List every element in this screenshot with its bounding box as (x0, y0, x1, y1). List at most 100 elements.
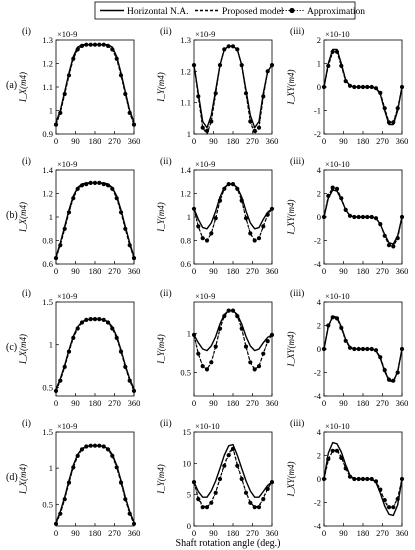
approximation-point (209, 500, 214, 505)
series-line-proposed-model (55, 318, 135, 392)
y-tick-label: 0 (317, 82, 321, 92)
approximation-point (75, 453, 80, 458)
y-tick-label: 5 (187, 490, 191, 500)
x-tick-label: 180 (227, 528, 240, 538)
approximation-point (222, 47, 227, 52)
y-tick-label: 15 (183, 427, 192, 437)
row-label: (c) (6, 342, 17, 353)
approximation-point (66, 480, 72, 485)
y-tick-label: 0 (187, 521, 191, 531)
approximation-point (200, 125, 205, 130)
approximation-point (382, 498, 387, 503)
approximation-point (123, 364, 128, 369)
approximation-point (369, 476, 374, 482)
x-tick-label: 90 (209, 136, 218, 146)
approximation-point (365, 476, 370, 482)
approximation-point (226, 308, 231, 313)
x-tick-label: 180 (89, 266, 102, 276)
axes-box (55, 301, 135, 397)
y-axis-label: I_XY(m4) (286, 70, 296, 106)
y-tick-label: 1.1 (180, 98, 191, 108)
approximation-point (373, 216, 379, 221)
approximation-point (209, 119, 214, 124)
y-tick-label: -2 (314, 236, 321, 246)
approximation-point (256, 236, 262, 241)
y-tick-label: 10 (183, 458, 192, 468)
approximation-point (256, 364, 262, 369)
approximation-point (373, 348, 379, 353)
panel-label: (ii) (160, 156, 172, 167)
panel-label: (ii) (160, 418, 172, 429)
approximation-point (365, 84, 370, 90)
approximation-point (105, 447, 111, 452)
approximation-point (66, 73, 72, 78)
approximation-point (191, 332, 197, 337)
x-tick-label: 90 (339, 266, 348, 276)
axis-multiplier: ×10-10 (325, 159, 350, 169)
approximation-point (386, 243, 392, 248)
approximation-point (53, 256, 59, 261)
y-tick-label: 1.4 (180, 165, 191, 175)
y-axis-label: I_XY(m4) (286, 200, 296, 236)
approximation-point (339, 455, 344, 460)
approximation-point (53, 122, 59, 127)
axis-multiplier: ×10-9 (195, 29, 215, 39)
y-tick-label: 0 (317, 212, 321, 222)
approximation-point (395, 106, 400, 111)
approximation-point (248, 119, 253, 124)
axis-multiplier: ×10-9 (195, 291, 215, 301)
approximation-point (213, 216, 218, 221)
x-tick-label: 0 (192, 136, 196, 146)
series-line-approximation (193, 448, 273, 508)
approximation-point (105, 43, 111, 49)
x-tick-label: 270 (246, 266, 259, 276)
approximation-point (269, 480, 275, 485)
x-tick-label: 180 (357, 136, 370, 146)
approximation-point (269, 63, 275, 68)
approximation-point (88, 180, 93, 185)
approximation-point (326, 456, 331, 462)
y-axis-label: I_XY(m4) (286, 462, 296, 498)
series-line-proposed-model (193, 447, 273, 508)
approximation-point (200, 364, 205, 369)
approximation-point (196, 497, 201, 502)
approximation-point (58, 110, 63, 115)
approximation-point (356, 346, 361, 352)
y-tick-label: 1.4 (42, 165, 53, 175)
approximation-point (110, 453, 115, 458)
approximation-point (347, 474, 353, 479)
series-line-proposed-model (55, 44, 135, 125)
x-tick-label: 360 (396, 266, 409, 276)
approximation-point (343, 466, 348, 471)
y-tick-label: 0 (317, 344, 321, 354)
approximation-point (71, 335, 76, 340)
approximation-point (365, 214, 370, 220)
approximation-point (114, 196, 119, 201)
approximation-point (378, 355, 383, 360)
approximation-point (230, 308, 236, 313)
approximation-point (204, 367, 210, 372)
x-tick-label: 90 (339, 136, 348, 146)
approximation-point (131, 521, 137, 526)
y-tick-label: 1.2 (180, 189, 191, 199)
approximation-point (378, 222, 383, 227)
approximation-point (360, 214, 366, 220)
approximation-point (321, 84, 327, 90)
approximation-point (131, 388, 137, 393)
legend-label-horizontal-na: Horizontal N.A. (127, 7, 188, 17)
approximation-point (196, 94, 201, 99)
approximation-point (265, 69, 270, 74)
approximation-point (118, 73, 124, 78)
panel-d1: (i) ×10-9 0 90 180 270 360 0.5 1 1.5 I_X(m4) (18, 418, 140, 538)
approximation-point (123, 91, 128, 97)
y-tick-label: 0.6 (42, 259, 53, 269)
approximation-point (226, 44, 231, 49)
approximation-point (84, 444, 89, 449)
approximation-point (97, 180, 102, 185)
approximation-point (386, 120, 392, 125)
x-tick-label: 0 (322, 266, 326, 276)
approximation-point (239, 326, 244, 331)
panel-label: (ii) (160, 288, 172, 299)
approximation-point (243, 216, 249, 221)
